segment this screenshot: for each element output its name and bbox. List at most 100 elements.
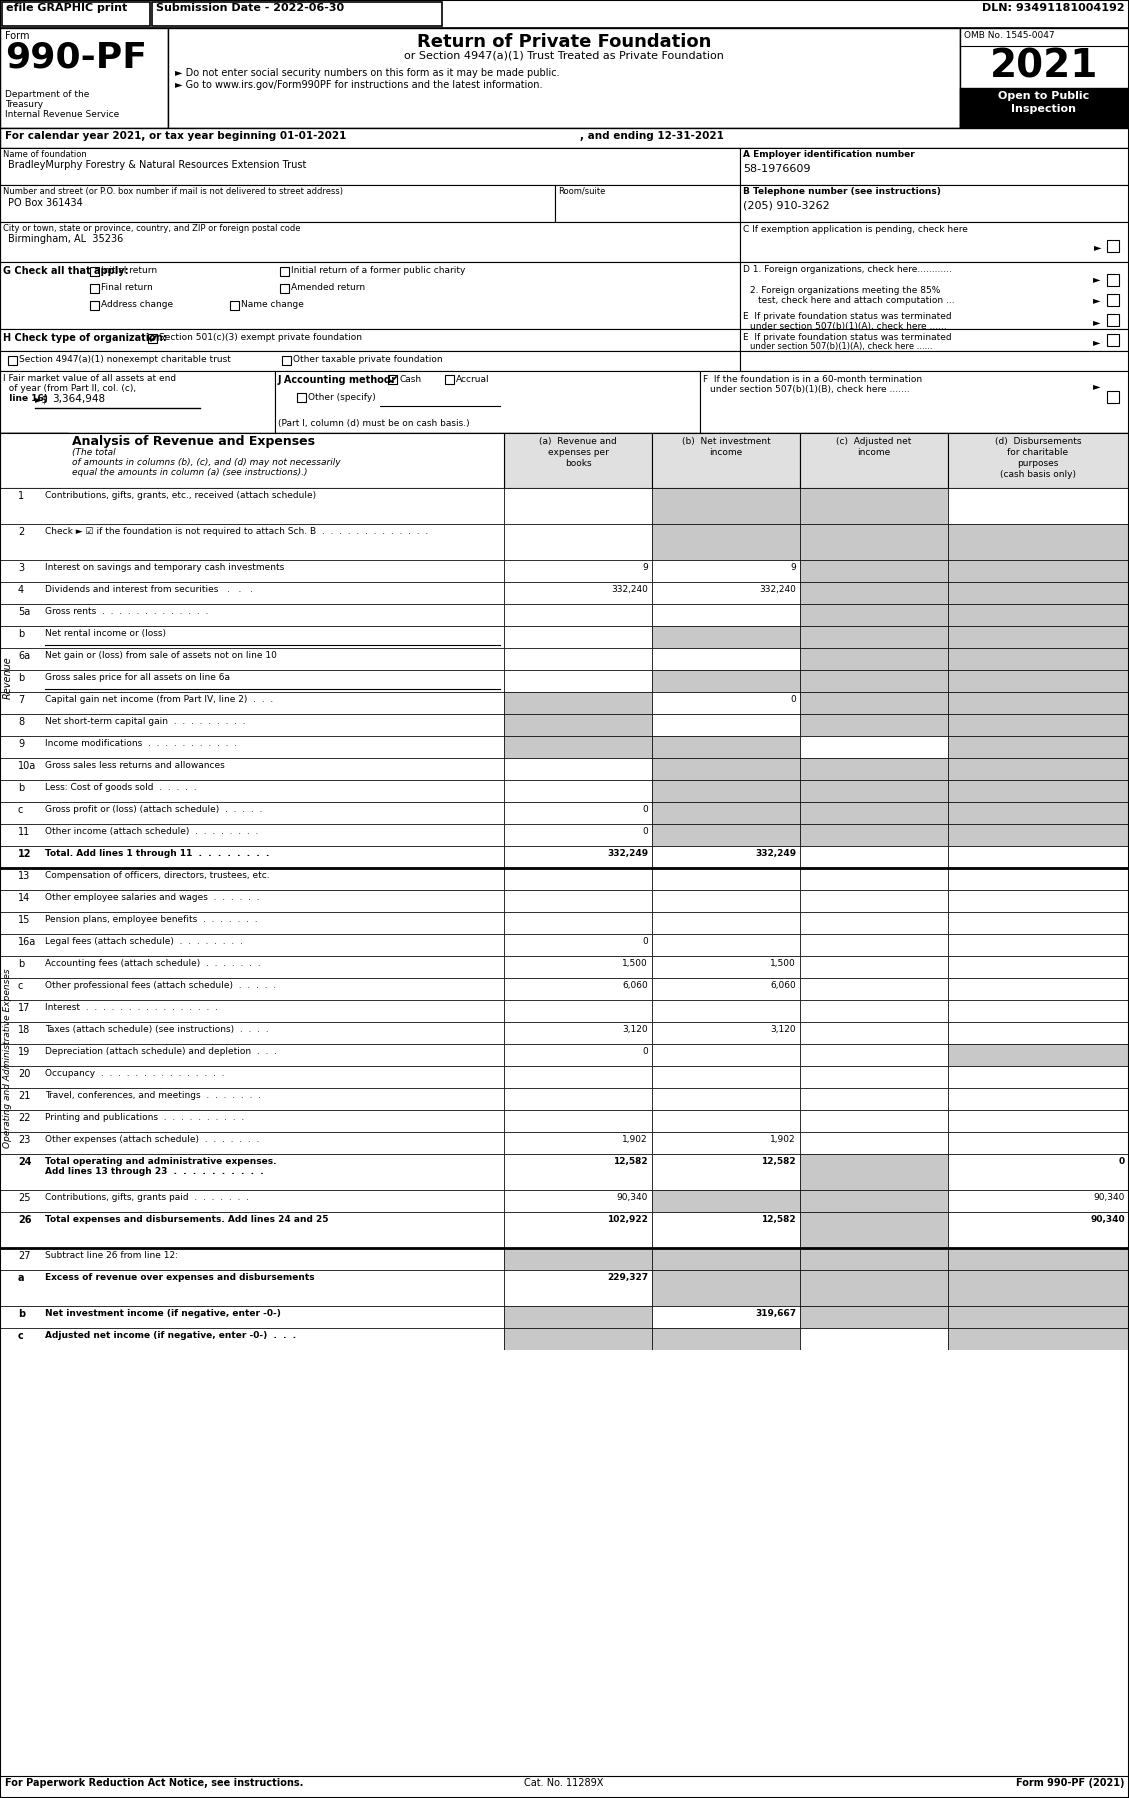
Bar (0, 1154, 504, 1190)
Bar (504, 1109, 653, 1133)
Text: b: b (18, 672, 24, 683)
Bar (653, 1066, 800, 1088)
Text: Contributions, gifts, grants, etc., received (attach schedule): Contributions, gifts, grants, etc., rece… (45, 491, 316, 500)
Text: 27: 27 (18, 1251, 30, 1260)
Text: 6,060: 6,060 (770, 982, 796, 991)
Text: (a)  Revenue and: (a) Revenue and (540, 437, 616, 446)
Text: Accrual: Accrual (456, 376, 490, 385)
Bar (800, 1305, 948, 1329)
Text: ►: ► (1093, 273, 1101, 284)
Bar (0, 847, 504, 868)
Text: Occupancy  .  .  .  .  .  .  .  .  .  .  .  .  .  .  .: Occupancy . . . . . . . . . . . . . . . (45, 1070, 225, 1079)
Bar (504, 1305, 653, 1329)
Bar (653, 433, 800, 487)
Text: Contributions, gifts, grants paid  .  .  .  .  .  .  .: Contributions, gifts, grants paid . . . … (45, 1194, 250, 1203)
Bar (0, 1045, 504, 1066)
Bar (504, 890, 653, 912)
Text: City or town, state or province, country, and ZIP or foreign postal code: City or town, state or province, country… (3, 225, 300, 234)
Bar (653, 1021, 800, 1045)
Bar (1108, 239, 1119, 252)
Text: Depreciation (attach schedule) and depletion  .  .  .: Depreciation (attach schedule) and deple… (45, 1046, 277, 1055)
Bar (948, 559, 1129, 583)
Text: books: books (564, 458, 592, 467)
Bar (504, 604, 653, 626)
Bar (948, 1190, 1129, 1212)
Bar (504, 626, 653, 647)
Bar (653, 1154, 800, 1190)
Bar (653, 1133, 800, 1154)
Bar (0, 802, 504, 823)
Text: Subtract line 26 from line 12:: Subtract line 26 from line 12: (45, 1251, 178, 1260)
Text: 12,582: 12,582 (761, 1156, 796, 1165)
Bar (653, 671, 800, 692)
Text: Name change: Name change (240, 300, 304, 309)
Text: G Check all that apply:: G Check all that apply: (3, 266, 129, 277)
Text: Analysis of Revenue and Expenses: Analysis of Revenue and Expenses (72, 435, 315, 448)
Text: 24: 24 (18, 1156, 32, 1167)
Text: efile GRAPHIC print: efile GRAPHIC print (6, 4, 128, 13)
Text: Compensation of officers, directors, trustees, etc.: Compensation of officers, directors, tru… (45, 870, 270, 879)
Bar (0, 780, 504, 802)
Text: 3,120: 3,120 (770, 1025, 796, 1034)
Bar (0, 692, 504, 714)
Bar (1108, 334, 1119, 345)
Text: Adjusted net income (if negative, enter -0-)  .  .  .: Adjusted net income (if negative, enter … (45, 1331, 296, 1340)
Bar (739, 263, 1129, 329)
Text: Form 990-PF (2021): Form 990-PF (2021) (1015, 1778, 1124, 1787)
Text: Section 4947(a)(1) nonexempt charitable trust: Section 4947(a)(1) nonexempt charitable … (19, 354, 230, 363)
Bar (0, 583, 504, 604)
Text: 3,120: 3,120 (622, 1025, 648, 1034)
Bar (653, 1000, 800, 1021)
Bar (0, 890, 504, 912)
Text: 2. Foreign organizations meeting the 85%: 2. Foreign organizations meeting the 85% (750, 286, 940, 295)
Bar (1108, 315, 1119, 325)
Bar (800, 802, 948, 823)
Bar (0, 1329, 504, 1350)
Bar (653, 978, 800, 1000)
Bar (653, 647, 800, 671)
Text: 17: 17 (18, 1003, 30, 1012)
Text: H Check type of organization:: H Check type of organization: (3, 333, 167, 343)
Text: (cash basis only): (cash basis only) (1000, 469, 1076, 478)
Bar (948, 1154, 1129, 1190)
Bar (800, 1066, 948, 1088)
Bar (948, 823, 1129, 847)
Text: 332,240: 332,240 (611, 584, 648, 593)
Bar (0, 647, 504, 671)
Text: For calendar year 2021, or tax year beginning 01-01-2021: For calendar year 2021, or tax year begi… (5, 131, 347, 140)
Bar (653, 957, 800, 978)
Bar (0, 933, 504, 957)
Text: 14: 14 (18, 894, 30, 903)
Bar (388, 376, 397, 385)
Bar (0, 559, 504, 583)
Text: For Paperwork Reduction Act Notice, see instructions.: For Paperwork Reduction Act Notice, see … (5, 1778, 304, 1787)
Bar (800, 647, 948, 671)
Text: 11: 11 (18, 827, 30, 838)
Bar (297, 394, 306, 403)
Bar (0, 735, 504, 759)
Bar (948, 523, 1129, 559)
Text: , and ending 12-31-2021: , and ending 12-31-2021 (580, 131, 724, 140)
Text: I Fair market value of all assets at end: I Fair market value of all assets at end (3, 374, 176, 383)
Text: F  If the foundation is in a 60-month termination: F If the foundation is in a 60-month ter… (703, 376, 922, 385)
Bar (504, 957, 653, 978)
Bar (0, 1133, 504, 1154)
Text: Travel, conferences, and meetings  .  .  .  .  .  .  .: Travel, conferences, and meetings . . . … (45, 1091, 261, 1100)
Text: 332,249: 332,249 (607, 849, 648, 858)
Bar (800, 1045, 948, 1066)
Text: 990-PF: 990-PF (5, 40, 147, 74)
Text: Gross sales less returns and allowances: Gross sales less returns and allowances (45, 761, 225, 770)
Bar (653, 487, 800, 523)
Text: Cash: Cash (399, 376, 421, 385)
Text: ►: ► (1093, 316, 1101, 327)
Bar (90, 284, 99, 293)
Bar (152, 2, 441, 25)
Text: 6,060: 6,060 (622, 982, 648, 991)
Text: (205) 910-3262: (205) 910-3262 (743, 200, 830, 210)
Bar (653, 802, 800, 823)
Text: 8: 8 (18, 717, 24, 726)
Text: Final return: Final return (100, 282, 152, 291)
Bar (504, 1248, 653, 1269)
Text: under section 507(b)(1)(A), check here ......: under section 507(b)(1)(A), check here .… (750, 322, 947, 331)
Bar (504, 1190, 653, 1212)
